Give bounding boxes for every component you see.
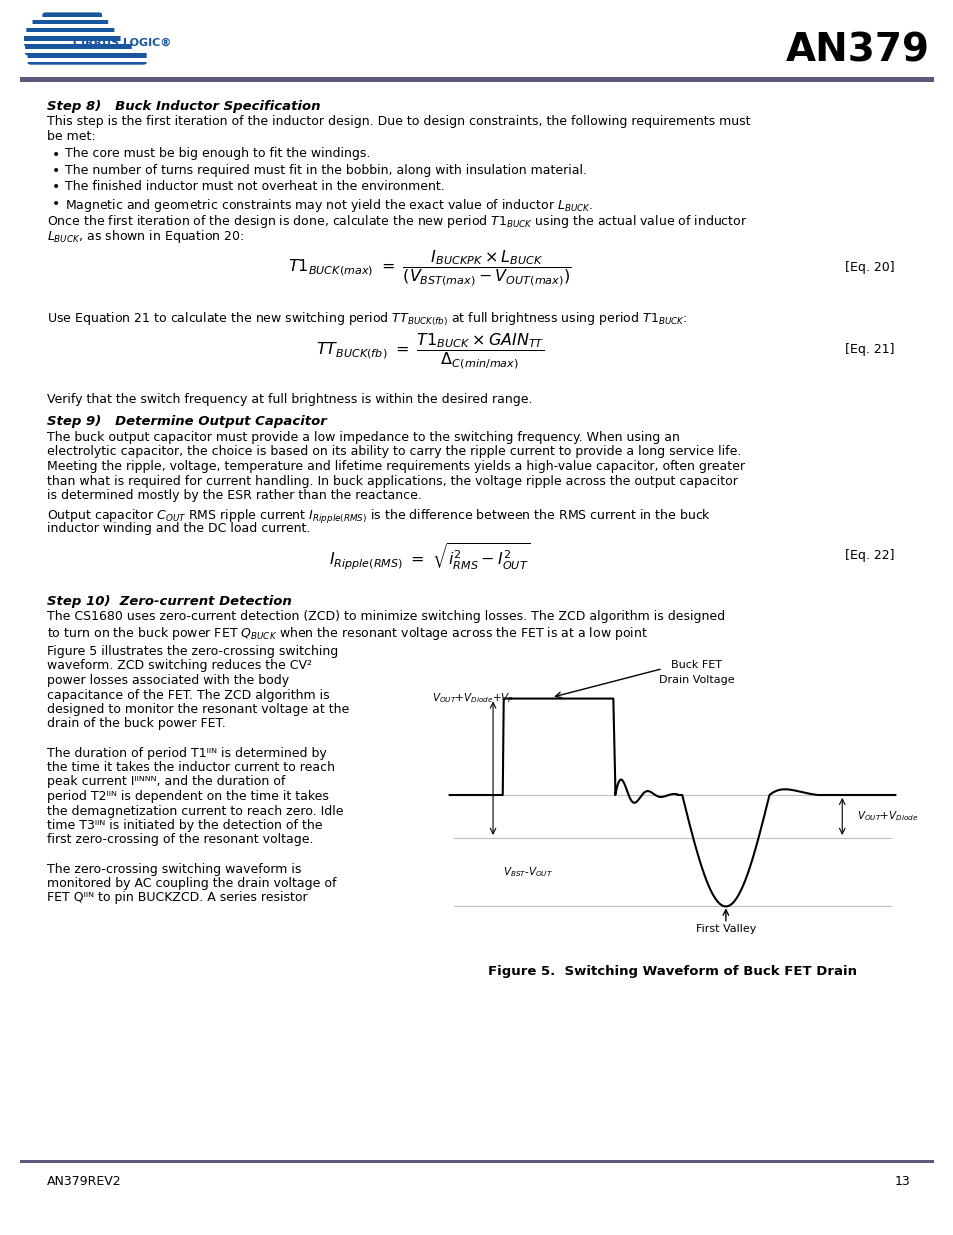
Text: The number of turns required must fit in the bobbin, along with insulation mater: The number of turns required must fit in… bbox=[65, 164, 586, 177]
Text: drain of the buck power FET.: drain of the buck power FET. bbox=[47, 718, 226, 730]
Text: designed to monitor the resonant voltage at the: designed to monitor the resonant voltage… bbox=[47, 703, 349, 716]
Text: The finished inductor must not overheat in the environment.: The finished inductor must not overheat … bbox=[65, 180, 444, 194]
FancyBboxPatch shape bbox=[25, 42, 132, 56]
Bar bbox=[17, 58, 166, 62]
Bar bbox=[17, 49, 166, 53]
FancyBboxPatch shape bbox=[32, 19, 108, 30]
Text: period T2ᴵᴵᴺ is dependent on the time it takes: period T2ᴵᴵᴺ is dependent on the time it… bbox=[47, 790, 329, 803]
Text: $V_{OUT}$+$V_{Diode}$: $V_{OUT}$+$V_{Diode}$ bbox=[856, 809, 918, 824]
Text: Step 10)  Zero-current Detection: Step 10) Zero-current Detection bbox=[47, 594, 292, 608]
Text: Magnetic and geometric constraints may not yield the exact value of inductor $L_: Magnetic and geometric constraints may n… bbox=[65, 198, 593, 214]
Text: The duration of period T1ᴵᴵᴺ is determined by: The duration of period T1ᴵᴵᴺ is determin… bbox=[47, 746, 327, 760]
Text: inductor winding and the DC load current.: inductor winding and the DC load current… bbox=[47, 522, 310, 535]
Text: power losses associated with the body: power losses associated with the body bbox=[47, 674, 289, 687]
Text: •: • bbox=[52, 147, 60, 162]
Text: the demagnetization current to reach zero. Idle: the demagnetization current to reach zer… bbox=[47, 804, 343, 818]
Bar bbox=[17, 25, 166, 27]
Text: $V_{OUT}$+$V_{Diode}$+$V_P$: $V_{OUT}$+$V_{Diode}$+$V_P$ bbox=[432, 692, 514, 705]
Text: •: • bbox=[52, 164, 60, 178]
Text: $TT_{BUCK(fb)}\ =\ \dfrac{T1_{BUCK}\times GAIN_{TT}}{\Delta_{C(min/max)}}$: $TT_{BUCK(fb)}\ =\ \dfrac{T1_{BUCK}\time… bbox=[315, 331, 543, 370]
Text: Meeting the ripple, voltage, temperature and lifetime requirements yields a high: Meeting the ripple, voltage, temperature… bbox=[47, 459, 744, 473]
Text: AN379: AN379 bbox=[785, 32, 929, 70]
Text: AN379REV2: AN379REV2 bbox=[47, 1174, 121, 1188]
FancyBboxPatch shape bbox=[28, 51, 147, 64]
Text: $I_{Ripple(RMS)}\ =\ \sqrt{i^2_{RMS}-I^2_{OUT}}$: $I_{Ripple(RMS)}\ =\ \sqrt{i^2_{RMS}-I^2… bbox=[329, 541, 530, 572]
Bar bbox=[17, 41, 166, 44]
Text: than what is required for current handling. In buck applications, the voltage ri: than what is required for current handli… bbox=[47, 474, 737, 488]
Text: [Eq. 21]: [Eq. 21] bbox=[844, 343, 894, 356]
Text: FET Qᴵᴵᴺ to pin BUCKZCD. A series resistor: FET Qᴵᴵᴺ to pin BUCKZCD. A series resist… bbox=[47, 892, 307, 904]
Text: Verify that the switch frequency at full brightness is within the desired range.: Verify that the switch frequency at full… bbox=[47, 393, 532, 406]
Text: [Eq. 22]: [Eq. 22] bbox=[844, 550, 894, 562]
Text: to turn on the buck power FET $Q_{BUCK}$ when the resonant voltage across the FE: to turn on the buck power FET $Q_{BUCK}$… bbox=[47, 625, 647, 641]
Text: Once the first iteration of the design is done, calculate the new period $T1_{BU: Once the first iteration of the design i… bbox=[47, 214, 747, 231]
FancyBboxPatch shape bbox=[42, 12, 102, 22]
Bar bbox=[20, 1160, 933, 1163]
FancyBboxPatch shape bbox=[24, 33, 120, 47]
Text: •: • bbox=[52, 180, 60, 194]
Text: time T3ᴵᴵᴺ is initiated by the detection of the: time T3ᴵᴵᴺ is initiated by the detection… bbox=[47, 819, 322, 832]
Bar bbox=[20, 77, 933, 82]
Text: electrolytic capacitor, the choice is based on its ability to carry the ripple c: electrolytic capacitor, the choice is ba… bbox=[47, 446, 740, 458]
Text: The zero-crossing switching waveform is: The zero-crossing switching waveform is bbox=[47, 862, 301, 876]
Text: be met:: be met: bbox=[47, 130, 95, 143]
Text: waveform. ZCD switching reduces the CV²: waveform. ZCD switching reduces the CV² bbox=[47, 659, 312, 673]
Text: is determined mostly by the ESR rather than the reactance.: is determined mostly by the ESR rather t… bbox=[47, 489, 421, 501]
Text: monitored by AC coupling the drain voltage of: monitored by AC coupling the drain volta… bbox=[47, 877, 336, 890]
Text: Figure 5 illustrates the zero-crossing switching: Figure 5 illustrates the zero-crossing s… bbox=[47, 645, 338, 658]
FancyBboxPatch shape bbox=[27, 26, 114, 38]
Text: peak current Iᴵᴵᴺᴺᴺ, and the duration of: peak current Iᴵᴵᴺᴺᴺ, and the duration of bbox=[47, 776, 285, 788]
Text: the time it takes the inductor current to reach: the time it takes the inductor current t… bbox=[47, 761, 335, 774]
Bar bbox=[17, 32, 166, 36]
Text: This step is the first iteration of the inductor design. Due to design constrain: This step is the first iteration of the … bbox=[47, 116, 750, 128]
Text: Output capacitor $C_{OUT}$ RMS ripple current $I_{Ripple(RMS)}$ is the differenc: Output capacitor $C_{OUT}$ RMS ripple cu… bbox=[47, 508, 710, 526]
Text: CIRRUS LOGIC®: CIRRUS LOGIC® bbox=[73, 37, 172, 48]
Text: $T1_{BUCK(max)}\ =\ \dfrac{I_{BUCKPK}\times L_{BUCK}}{(V_{BST(max)}-V_{OUT(max)}: $T1_{BUCK(max)}\ =\ \dfrac{I_{BUCKPK}\ti… bbox=[288, 249, 571, 288]
Text: •: • bbox=[52, 198, 60, 211]
Text: capacitance of the FET. The ZCD algorithm is: capacitance of the FET. The ZCD algorith… bbox=[47, 688, 330, 701]
Text: 13: 13 bbox=[893, 1174, 909, 1188]
Text: Figure 5.  Switching Waveform of Buck FET Drain: Figure 5. Switching Waveform of Buck FET… bbox=[488, 965, 856, 978]
Text: $V_{BST}$-$V_{OUT}$: $V_{BST}$-$V_{OUT}$ bbox=[502, 866, 553, 879]
Text: Drain Voltage: Drain Voltage bbox=[659, 676, 734, 685]
Text: The buck output capacitor must provide a low impedance to the switching frequenc: The buck output capacitor must provide a… bbox=[47, 431, 679, 445]
Text: The core must be big enough to fit the windings.: The core must be big enough to fit the w… bbox=[65, 147, 370, 161]
Text: Use Equation 21 to calculate the new switching period $TT_{BUCK(fb)}$ at full br: Use Equation 21 to calculate the new swi… bbox=[47, 310, 687, 327]
Text: first zero-crossing of the resonant voltage.: first zero-crossing of the resonant volt… bbox=[47, 834, 314, 846]
Text: Step 9)   Determine Output Capacitor: Step 9) Determine Output Capacitor bbox=[47, 415, 327, 429]
Text: [Eq. 20]: [Eq. 20] bbox=[844, 261, 894, 273]
Text: $L_{BUCK}$, as shown in Equation 20:: $L_{BUCK}$, as shown in Equation 20: bbox=[47, 228, 244, 245]
Text: Buck FET: Buck FET bbox=[671, 659, 721, 671]
Text: The CS1680 uses zero-current detection (ZCD) to minimize switching losses. The Z: The CS1680 uses zero-current detection (… bbox=[47, 610, 724, 622]
Text: First Valley: First Valley bbox=[695, 924, 755, 934]
Text: Step 8)   Buck Inductor Specification: Step 8) Buck Inductor Specification bbox=[47, 100, 320, 112]
Bar bbox=[17, 17, 166, 20]
